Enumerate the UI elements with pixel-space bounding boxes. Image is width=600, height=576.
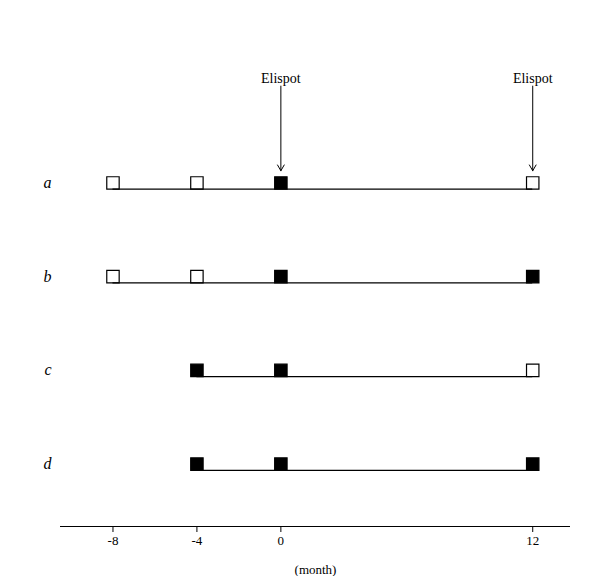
svg-text:-8: -8 [108, 533, 119, 548]
svg-text:b: b [44, 268, 52, 285]
svg-text:Elispot: Elispot [513, 71, 553, 86]
svg-text:d: d [44, 455, 53, 472]
svg-text:0: 0 [278, 533, 285, 548]
svg-text:a: a [44, 174, 52, 191]
svg-text:12: 12 [526, 533, 539, 548]
svg-text:Elispot: Elispot [261, 71, 301, 86]
svg-text:c: c [44, 361, 51, 378]
svg-text:-4: -4 [191, 533, 202, 548]
svg-text:(month): (month) [295, 562, 337, 576]
